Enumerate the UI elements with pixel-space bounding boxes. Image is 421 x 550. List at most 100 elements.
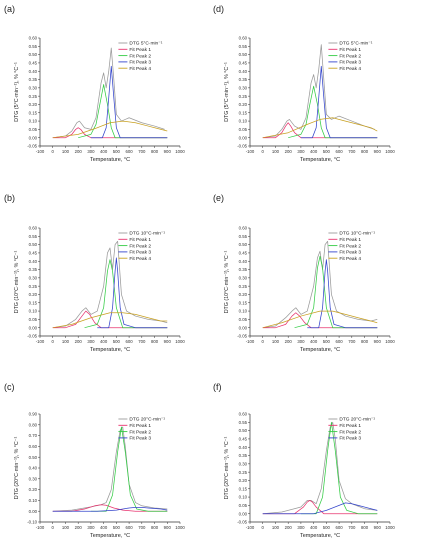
x-tick-label: 200 — [75, 525, 83, 530]
x-axis-label: Temperature, °C — [300, 533, 340, 539]
y-tick-label: 0.40 — [29, 259, 38, 264]
x-tick-label: 0 — [262, 339, 265, 344]
y-tick-label: 0.40 — [239, 259, 248, 264]
y-tick-label: 0.00 — [29, 135, 38, 140]
y-tick-label: 0.30 — [239, 85, 248, 90]
x-tick-label: 800 — [361, 149, 369, 154]
legend-entry: Fit Peak 2 — [339, 243, 361, 249]
legend-entry: Fit Peak 2 — [339, 429, 361, 435]
x-tick-label: 600 — [336, 339, 344, 344]
legend-entry: DTG 5°C·min⁻¹ — [339, 41, 372, 47]
y-tick-label: 0.55 — [29, 44, 38, 49]
y-tick-label: 0.35 — [29, 77, 38, 82]
y-tick-label: -0.05 — [237, 144, 247, 149]
x-tick-label: 1000 — [175, 149, 185, 154]
series-line-4 — [307, 259, 378, 329]
x-tick-label: 300 — [297, 149, 305, 154]
y-tick-label: 0.40 — [29, 69, 38, 74]
x-tick-label: 800 — [151, 339, 159, 344]
x-tick-label: 200 — [285, 339, 293, 344]
panel-label: (e) — [213, 193, 224, 203]
x-tick-label: 0 — [52, 525, 55, 530]
x-axis-label: Temperature, °C — [90, 347, 130, 353]
chart-panel-6: (f) -0.05 0.00 0.05 0.10 0.15 0.20 0.25 0.30 0.35… — [213, 382, 395, 539]
x-tick-label: 900 — [164, 525, 172, 530]
x-axis-label: Temperature, °C — [300, 157, 340, 163]
y-tick-label: 0.35 — [29, 267, 38, 272]
x-tick-label: 1000 — [385, 339, 395, 344]
legend-entry: DTG 10°C·min⁻¹ — [339, 231, 375, 237]
x-tick-label: -100 — [36, 525, 45, 530]
legend-entry: Fit Peak 3 — [129, 60, 151, 66]
y-tick-label: 0.50 — [239, 428, 248, 433]
y-tick-label: 0.05 — [239, 127, 248, 132]
x-tick-label: 900 — [164, 149, 172, 154]
y-tick-label: -0.05 — [27, 144, 37, 149]
y-tick-label: 0.00 — [239, 135, 248, 140]
x-axis-label: Temperature, °C — [300, 347, 340, 353]
y-tick-label: 0.40 — [239, 445, 248, 450]
x-tick-label: 500 — [113, 339, 121, 344]
panel-label: (a) — [4, 4, 15, 14]
x-tick-label: 700 — [138, 149, 146, 154]
x-tick-label: 100 — [272, 525, 280, 530]
x-tick-label: 300 — [87, 339, 95, 344]
legend-entry: DTG 10°C·min⁻¹ — [129, 231, 165, 237]
y-tick-label: 0.30 — [239, 461, 248, 466]
y-axis-label: DTG (10°C·min⁻¹), % °C⁻¹ — [224, 251, 230, 314]
y-tick-label: 0.45 — [239, 437, 248, 442]
chart-panel-2: (d) -0.05 0.00 0.05 0.10 0.15 0.20 0.25 0.30 0.35… — [213, 4, 395, 163]
y-tick-label: 0.20 — [29, 102, 38, 107]
series-line-5 — [52, 312, 168, 329]
x-tick-label: 700 — [348, 339, 356, 344]
legend-entry: Fit Peak 4 — [339, 66, 361, 72]
series-line-3 — [90, 426, 168, 512]
x-tick-label: 900 — [374, 339, 382, 344]
y-tick-label: 0.00 — [29, 325, 38, 330]
y-tick-label: 0.35 — [239, 77, 248, 82]
series-line-2 — [52, 504, 168, 512]
chart-panel-5: (c) -0.10 0.00 0.10 0.20 0.30 0.40 0.50 0.60 0.70… — [4, 382, 185, 539]
y-tick-label: 0.40 — [29, 466, 38, 471]
x-tick-label: 100 — [62, 525, 70, 530]
legend-entry: Fit Peak 2 — [129, 53, 151, 59]
x-tick-label: 200 — [75, 339, 83, 344]
series-line-5 — [262, 117, 378, 139]
x-tick-label: 100 — [62, 339, 70, 344]
x-tick-label: 500 — [113, 149, 121, 154]
y-tick-label: 0.70 — [29, 433, 38, 438]
x-tick-label: 700 — [138, 339, 146, 344]
x-tick-label: 1000 — [385, 149, 395, 154]
y-tick-label: 0.60 — [29, 444, 38, 449]
x-tick-label: 800 — [151, 525, 159, 530]
series-line-4 — [300, 65, 378, 139]
y-tick-label: 0.00 — [239, 511, 248, 516]
x-tick-label: 1000 — [175, 525, 185, 530]
y-tick-label: 0.15 — [29, 110, 38, 115]
legend-entry: Fit Peak 3 — [339, 250, 361, 256]
y-tick-label: 0.05 — [29, 127, 38, 132]
series-line-1 — [52, 47, 165, 139]
y-tick-label: 0.45 — [239, 251, 248, 256]
y-tick-label: 0.25 — [239, 94, 248, 99]
x-tick-label: 100 — [272, 149, 280, 154]
y-tick-label: 0.25 — [239, 470, 248, 475]
y-tick-label: 0.30 — [29, 275, 38, 280]
x-tick-label: 0 — [262, 149, 265, 154]
x-tick-label: 500 — [323, 525, 331, 530]
x-tick-label: 200 — [285, 149, 293, 154]
legend-entry: Fit Peak 4 — [129, 256, 151, 262]
panel-label: (d) — [213, 4, 224, 14]
y-tick-label: 0.30 — [29, 85, 38, 90]
y-tick-label: 0.30 — [29, 476, 38, 481]
y-tick-label: 0.20 — [29, 292, 38, 297]
y-tick-label: 0.15 — [239, 300, 248, 305]
y-tick-label: 0.40 — [239, 69, 248, 74]
x-tick-label: 400 — [100, 525, 108, 530]
y-tick-label: 0.60 — [239, 36, 248, 41]
legend-entry: DTG 20°C·min⁻¹ — [339, 417, 375, 423]
series-line-1 — [262, 421, 378, 515]
chart-panel-3: (b) -0.05 0.00 0.05 0.10 0.15 0.20 0.25 0.30 0.35… — [4, 193, 185, 353]
x-tick-label: -100 — [36, 339, 45, 344]
